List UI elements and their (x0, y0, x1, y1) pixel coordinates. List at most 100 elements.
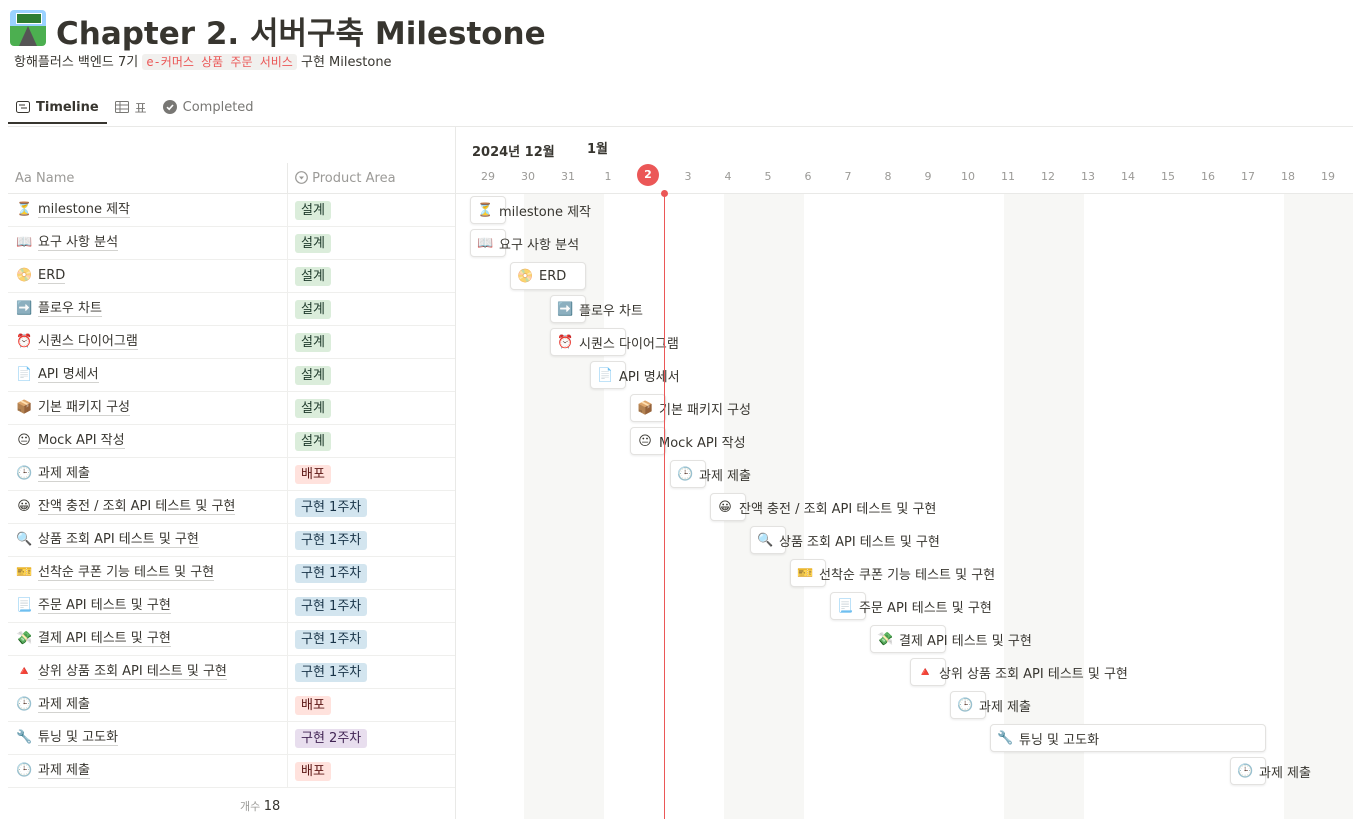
table-row[interactable]: 😀 잔액 충전 / 조회 API 테스트 및 구현 구현 1주차 (8, 491, 455, 524)
timeline-bar-label[interactable]: 😐 Mock API 작성 (637, 427, 745, 455)
timeline-bar[interactable] (470, 196, 506, 224)
tab-completed[interactable]: Completed (155, 92, 262, 122)
row-name[interactable]: milestone 제작 (38, 202, 130, 218)
table-row[interactable]: ⏰ 시퀀스 다이어그램 설계 (8, 326, 455, 359)
timeline-bar-label[interactable]: 🕒 과제 제출 (957, 691, 1031, 719)
timeline-bar-label[interactable]: 🔺 상위 상품 조회 API 테스트 및 구현 (917, 658, 1128, 686)
product-area-tag[interactable]: 구현 1주차 (295, 663, 368, 682)
row-name[interactable]: 과제 제출 (38, 466, 90, 482)
row-name[interactable]: 과제 제출 (38, 763, 90, 779)
product-area-column-header[interactable]: Product Area (295, 171, 396, 188)
table-row[interactable]: ➡️ 플로우 차트 설계 (8, 293, 455, 326)
timeline-bar-label[interactable]: 📀 ERD (517, 262, 566, 290)
timeline-bar-label[interactable]: 🎫 선착순 쿠폰 기능 테스트 및 구현 (797, 559, 995, 587)
table-row[interactable]: ⏳ milestone 제작 설계 (8, 194, 455, 227)
table-row[interactable]: 📃 주문 API 테스트 및 구현 구현 1주차 (8, 590, 455, 623)
product-area-tag[interactable]: 배포 (295, 465, 331, 484)
row-name[interactable]: 결제 API 테스트 및 구현 (38, 631, 171, 647)
product-area-tag[interactable]: 구현 1주차 (295, 630, 368, 649)
timeline-bar[interactable] (550, 328, 626, 356)
row-name[interactable]: 시퀀스 다이어그램 (38, 334, 138, 350)
timeline-bar[interactable] (950, 691, 986, 719)
product-area-tag[interactable]: 구현 2주차 (295, 729, 368, 748)
timeline-bar-label[interactable]: ⏳ milestone 제작 (477, 196, 591, 224)
timeline-bar[interactable] (510, 262, 586, 290)
timeline-bar-label[interactable]: 🕒 과제 제출 (1237, 757, 1311, 785)
timeline-bar[interactable] (550, 295, 586, 323)
timeline-bar-label[interactable]: 🔧 튜닝 및 고도화 (997, 724, 1099, 752)
product-area-tag[interactable]: 구현 1주차 (295, 564, 368, 583)
row-name[interactable]: 상품 조회 API 테스트 및 구현 (38, 532, 199, 548)
tab-table[interactable]: 표 (107, 92, 155, 122)
tab-timeline[interactable]: Timeline (8, 92, 107, 124)
row-name[interactable]: 튜닝 및 고도화 (38, 730, 119, 746)
table-row[interactable]: 🕒 과제 제출 배포 (8, 689, 455, 722)
product-area-tag[interactable]: 구현 1주차 (295, 498, 368, 517)
timeline-bar[interactable] (1230, 757, 1266, 785)
timeline-bar[interactable] (630, 394, 666, 422)
timeline-bar-label[interactable]: 📄 API 명세서 (597, 361, 680, 389)
product-area-tag[interactable]: 설계 (295, 201, 331, 220)
product-area-tag[interactable]: 구현 1주차 (295, 597, 368, 616)
product-area-tag[interactable]: 배포 (295, 696, 331, 715)
row-name[interactable]: 상위 상품 조회 API 테스트 및 구현 (38, 664, 227, 680)
timeline-bar-label[interactable]: 📃 주문 API 테스트 및 구현 (837, 592, 992, 620)
product-area-tag[interactable]: 배포 (295, 762, 331, 781)
timeline-bar[interactable] (910, 658, 946, 686)
month-label-january: 1월 (587, 142, 609, 157)
product-area-tag[interactable]: 설계 (295, 432, 331, 451)
timeline-bar[interactable] (470, 229, 506, 257)
table-row[interactable]: 🎫 선착순 쿠폰 기능 테스트 및 구현 구현 1주차 (8, 557, 455, 590)
table-row[interactable]: 📀 ERD 설계 (8, 260, 455, 293)
timeline-bar-label[interactable]: 📖 요구 사항 분석 (477, 229, 579, 257)
timeline-bar-label[interactable]: ⏰ 시퀀스 다이어그램 (557, 328, 679, 356)
table-row[interactable]: 🔺 상위 상품 조회 API 테스트 및 구현 구현 1주차 (8, 656, 455, 689)
table-row[interactable]: 📖 요구 사항 분석 설계 (8, 227, 455, 260)
table-row[interactable]: 📦 기본 패키지 구성 설계 (8, 392, 455, 425)
product-area-tag[interactable]: 설계 (295, 399, 331, 418)
row-name[interactable]: 기본 패키지 구성 (38, 400, 130, 416)
row-name[interactable]: 요구 사항 분석 (38, 235, 119, 251)
day-label: 17 (1241, 170, 1255, 183)
timeline-bar[interactable] (750, 526, 786, 554)
timeline-bar-label[interactable]: 😀 잔액 충전 / 조회 API 테스트 및 구현 (717, 493, 936, 521)
row-name[interactable]: ERD (38, 268, 66, 284)
clock-icon: 🕒 (16, 763, 33, 778)
timeline-bar[interactable] (790, 559, 826, 587)
timeline-bar[interactable] (830, 592, 866, 620)
dvd-icon: 📀 (16, 268, 33, 283)
timeline-bar-label[interactable]: 📦 기본 패키지 구성 (637, 394, 751, 422)
product-area-tag[interactable]: 설계 (295, 333, 331, 352)
row-name[interactable]: 플로우 차트 (38, 301, 102, 317)
table-row[interactable]: 🕒 과제 제출 배포 (8, 458, 455, 491)
timeline-bar[interactable] (870, 625, 946, 653)
product-area-tag[interactable]: 설계 (295, 234, 331, 253)
timeline-bar-label[interactable]: 🕒 과제 제출 (677, 460, 751, 488)
product-area-tag[interactable]: 설계 (295, 300, 331, 319)
timeline-bar[interactable] (630, 427, 666, 455)
row-name[interactable]: 선착순 쿠폰 기능 테스트 및 구현 (38, 565, 215, 581)
row-name[interactable]: Mock API 작성 (38, 433, 125, 449)
row-name[interactable]: 잔액 충전 / 조회 API 테스트 및 구현 (38, 499, 236, 515)
timeline-bar[interactable] (710, 493, 746, 521)
name-column-header[interactable]: Aa Name (15, 171, 74, 186)
timeline-bar[interactable] (990, 724, 1266, 752)
timeline-bar-label[interactable]: 🔍 상품 조회 API 테스트 및 구현 (757, 526, 940, 554)
product-area-tag[interactable]: 설계 (295, 366, 331, 385)
timeline-bar[interactable] (670, 460, 706, 488)
row-name[interactable]: 과제 제출 (38, 697, 90, 713)
table-row[interactable]: 🔍 상품 조회 API 테스트 및 구현 구현 1주차 (8, 524, 455, 557)
timeline-bar-label[interactable]: 💸 결제 API 테스트 및 구현 (877, 625, 1032, 653)
table-row[interactable]: 🔧 튜닝 및 고도화 구현 2주차 (8, 722, 455, 755)
product-area-tag[interactable]: 구현 1주차 (295, 531, 368, 550)
row-name[interactable]: 주문 API 테스트 및 구현 (38, 598, 171, 614)
timeline-bar-label[interactable]: ➡️ 플로우 차트 (557, 295, 643, 323)
row-name[interactable]: API 명세서 (38, 367, 99, 383)
product-area-tag[interactable]: 설계 (295, 267, 331, 286)
table-row[interactable]: 💸 결제 API 테스트 및 구현 구현 1주차 (8, 623, 455, 656)
timeline-bar[interactable] (590, 361, 626, 389)
table-row[interactable]: 📄 API 명세서 설계 (8, 359, 455, 392)
column-divider (287, 392, 288, 424)
table-row[interactable]: 😐 Mock API 작성 설계 (8, 425, 455, 458)
table-row[interactable]: 🕒 과제 제출 배포 (8, 755, 455, 788)
